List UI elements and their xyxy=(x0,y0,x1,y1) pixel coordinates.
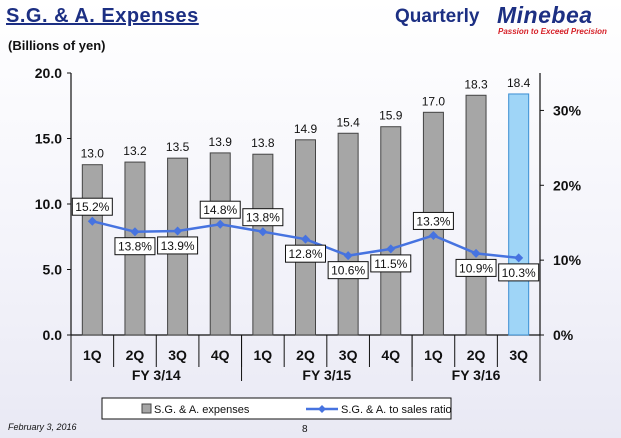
bar-value-label: 13.9 xyxy=(209,135,233,149)
ratio-point xyxy=(258,227,268,237)
ratio-label: 15.2% xyxy=(75,200,109,214)
ratio-label-box xyxy=(242,208,284,227)
bar-value-label: 13.5 xyxy=(166,140,190,154)
legend-swatch-bar xyxy=(141,403,152,414)
ratio-label: 13.8% xyxy=(246,211,280,225)
sga-bar xyxy=(81,164,103,336)
ratio-label-box xyxy=(285,244,326,263)
ratio-label-box xyxy=(327,261,369,280)
ratio-label: 10.3% xyxy=(502,266,536,280)
category-label: 2Q xyxy=(126,347,145,363)
y2-tick-label: 0% xyxy=(553,327,574,343)
bar-value-label: 18.4 xyxy=(507,76,531,90)
group-label: FY 3/16 xyxy=(452,367,501,383)
group-label: FY 3/15 xyxy=(302,367,351,383)
ratio-line xyxy=(87,216,524,263)
ratio-point xyxy=(514,253,524,263)
y2-tick-label: 20% xyxy=(553,177,582,193)
sga-bar xyxy=(252,153,274,336)
ratio-point xyxy=(471,248,481,258)
group-label: FY 3/14 xyxy=(132,367,181,383)
ratio-point xyxy=(343,251,353,261)
page-title: S.G. & A. Expenses xyxy=(6,5,199,27)
y-tick-label: 5.0 xyxy=(43,262,63,278)
category-label: 4Q xyxy=(211,347,230,363)
ratio-point xyxy=(301,234,310,244)
category-label: 1Q xyxy=(424,347,443,363)
ratio-label-box xyxy=(199,200,241,219)
category-axis: 1Q 2Q 3Q 4Q 1Q 2Q 3Q 4Q 1Q 2Q 3Q FY 3/14 FY 3/15 FY 3… xyxy=(70,335,541,383)
sga-bar xyxy=(508,93,530,336)
y-tick-label: 20.0 xyxy=(35,65,62,81)
bar-value-labels: 13.0 13.2 13.5 13.9 13.8 14.9 15.4 15.9 17.0 18.3… xyxy=(81,76,531,161)
category-label: 1Q xyxy=(83,347,102,363)
company-logo: Minebea xyxy=(497,2,593,28)
bar-value-label: 15.9 xyxy=(379,109,403,123)
category-label: 1Q xyxy=(254,347,273,363)
chart-axes: 0.0 5.0 10.0 15.0 20.0 0% 10% 20% 30% xyxy=(35,65,582,343)
ratio-label-box xyxy=(71,197,113,216)
sga-bar xyxy=(465,94,487,336)
ratio-label-box xyxy=(114,237,156,256)
ratio-label-box xyxy=(157,236,199,255)
legend-label-line: S.G. & A. to sales ratio xyxy=(341,404,452,416)
ratio-point xyxy=(130,227,140,237)
sga-bar xyxy=(337,132,359,336)
sga-bar xyxy=(209,152,231,336)
legend-swatch-point xyxy=(318,405,326,413)
ratio-label: 10.9% xyxy=(459,261,493,275)
unit-label: (Billions of yen) xyxy=(8,38,106,53)
y2-tick-label: 30% xyxy=(553,102,582,118)
category-label: 3Q xyxy=(168,347,187,363)
period-label: Quarterly xyxy=(395,6,480,27)
page-number: 8 xyxy=(302,424,308,435)
company-tagline: Passion to Exceed Precision xyxy=(498,27,607,36)
bar-value-label: 17.0 xyxy=(422,94,446,108)
bar-value-label: 13.2 xyxy=(123,144,147,158)
ratio-point xyxy=(87,216,97,226)
ratio-label: 10.6% xyxy=(331,264,365,278)
ratio-label: 13.9% xyxy=(161,239,195,253)
ratio-label-box xyxy=(412,211,454,230)
ratio-labels: 15.2% 13.8% 13.9% 14.8% 13.8% 12.8% 10.6% 11.5%… xyxy=(71,197,540,282)
category-label: 2Q xyxy=(467,347,486,363)
y-tick-label: 0.0 xyxy=(43,327,63,343)
ratio-label: 13.8% xyxy=(118,240,152,254)
sga-bar xyxy=(380,126,402,336)
category-label: 2Q xyxy=(296,347,315,363)
ratio-label: 13.3% xyxy=(416,214,450,228)
category-label: 4Q xyxy=(381,347,400,363)
legend-label-bar: S.G. & A. expenses xyxy=(154,404,250,416)
ratio-label: 12.8% xyxy=(288,247,322,261)
ratio-label-box xyxy=(498,263,540,282)
ratio-label: 14.8% xyxy=(203,203,237,217)
bar-value-label: 15.4 xyxy=(336,115,360,129)
legend-box xyxy=(101,397,452,420)
category-label: 3Q xyxy=(339,347,358,363)
y-tick-label: 10.0 xyxy=(35,196,62,212)
y-tick-label: 15.0 xyxy=(35,131,62,147)
category-label: 3Q xyxy=(509,347,528,363)
chart-legend: S.G. & A. expenses S.G. & A. to sales rat… xyxy=(101,397,452,420)
ratio-point xyxy=(215,219,225,229)
ratio-label: 11.5% xyxy=(374,257,407,271)
ratio-label-box xyxy=(370,254,412,273)
ratio-point xyxy=(428,230,438,240)
ratio-point xyxy=(386,244,396,254)
ratio-point xyxy=(173,226,183,236)
y2-tick-label: 10% xyxy=(553,252,582,268)
footer-date: February 3, 2016 xyxy=(8,422,77,432)
bar-value-label: 14.9 xyxy=(294,122,318,136)
bar-value-label: 13.8 xyxy=(251,136,275,150)
bar-value-label: 18.3 xyxy=(464,77,488,91)
ratio-label-box xyxy=(455,258,497,277)
bar-value-label: 13.0 xyxy=(81,147,105,161)
